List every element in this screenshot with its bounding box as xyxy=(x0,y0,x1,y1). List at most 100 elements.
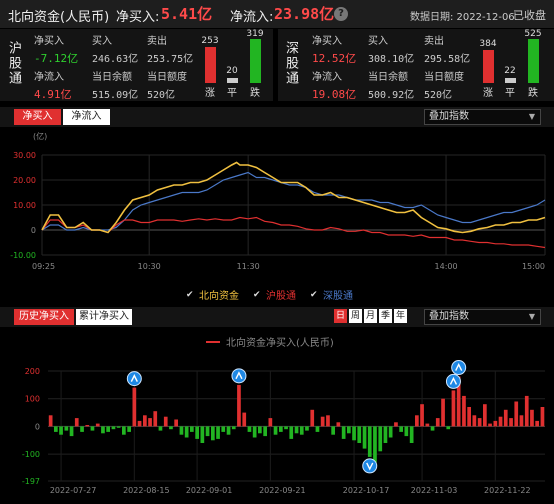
buy-marker-icon xyxy=(445,373,461,389)
x-tick-label: 2022-10-17 xyxy=(343,486,390,495)
bar xyxy=(326,415,330,427)
checkbox-icon[interactable]: ✔ xyxy=(310,289,318,300)
sz-quota-label: 当日额度 xyxy=(424,72,464,83)
bar xyxy=(456,376,461,427)
bar xyxy=(179,426,184,435)
bar xyxy=(503,409,508,427)
sz-flat-count: 22 xyxy=(504,66,516,76)
market-status: 已收盘 xyxy=(513,9,546,22)
tab-history-net-buy[interactable]: 历史净买入 xyxy=(14,309,74,325)
tab-net-buy[interactable]: 净买入 xyxy=(14,109,61,125)
bar xyxy=(231,426,236,430)
bar xyxy=(258,426,262,434)
y-tick-label: 20.00 xyxy=(13,176,36,185)
bar xyxy=(263,426,267,437)
x-tick-label: 2022-09-21 xyxy=(259,486,306,495)
sz-quota: 当日额度 520亿 xyxy=(424,68,464,101)
bar xyxy=(200,426,205,443)
net-buy-label: 净买入: xyxy=(116,10,160,25)
sh-net-buy: 净买入 -7.12亿 xyxy=(34,32,78,66)
sz-flat-label: 平 xyxy=(505,88,515,99)
intraday-toolbar: 净买入 净流入 叠加指数 ▼ xyxy=(0,107,554,127)
sh-net-inflow-label: 净流入 xyxy=(34,72,64,83)
series-line-shenzhen xyxy=(41,171,546,231)
bar xyxy=(514,401,519,427)
y-tick-label: -100 xyxy=(22,450,40,459)
sh-net-buy-label: 净买入 xyxy=(34,36,64,47)
y-tick-label: -10.00 xyxy=(10,251,36,260)
bar xyxy=(85,425,90,427)
bar xyxy=(509,418,513,427)
chevron-down-icon: ▼ xyxy=(528,112,535,121)
bar xyxy=(462,395,466,427)
intraday-y-unit: (亿) xyxy=(33,131,47,141)
bar xyxy=(367,426,372,457)
legend-shenzhen[interactable]: 深股通 xyxy=(323,291,353,302)
bar xyxy=(299,426,304,435)
bar xyxy=(425,423,430,427)
x-tick-label: 11:30 xyxy=(237,262,260,271)
tab-cumulative-net-buy[interactable]: 累计净买入 xyxy=(76,309,132,325)
bar xyxy=(122,426,126,435)
sz-down-bar xyxy=(528,39,539,83)
bar xyxy=(252,426,257,438)
x-tick-label: 14:00 xyxy=(435,262,458,271)
checkbox-icon[interactable]: ✔ xyxy=(186,289,194,300)
intraday-overlay-index-select[interactable]: 叠加指数 ▼ xyxy=(424,109,541,125)
x-tick-label: 2022-11-22 xyxy=(484,486,531,495)
bar xyxy=(315,426,320,432)
history-overlay-index-select[interactable]: 叠加指数 ▼ xyxy=(424,309,541,325)
history-markers xyxy=(126,360,467,474)
history-bars xyxy=(48,376,545,463)
bar xyxy=(59,426,63,435)
x-tick-label: 10:30 xyxy=(138,262,161,271)
intraday-grid xyxy=(41,154,546,256)
tab-period-month[interactable]: 月 xyxy=(364,309,377,323)
bar xyxy=(148,418,152,427)
tab-net-inflow[interactable]: 净流入 xyxy=(63,109,110,125)
sh-up-bar xyxy=(205,47,216,83)
page-title: 北向资金(人民币) xyxy=(8,10,110,25)
data-date: 数据日期: 2022-12-06 xyxy=(410,12,515,23)
sz-net-inflow: 净流入 19.08亿 xyxy=(312,68,356,102)
sh-balance: 当日余额 515.09亿 xyxy=(92,68,138,101)
bar xyxy=(524,395,529,427)
legend-north[interactable]: 北向资金 xyxy=(199,291,239,302)
bar xyxy=(378,426,383,452)
history-x-ticks: 2022-07-27 2022-08-15 2022-09-01 2022-09-21… xyxy=(50,486,531,495)
sh-quota-value: 520亿 xyxy=(147,90,176,101)
intraday-y-ticks: 30.00 20.00 10.00 0 -10.00 xyxy=(10,151,36,260)
summary-header: 北向资金(人民币) 净买入: 5.41亿 净流入: 23.98亿 ? 数据日期:… xyxy=(0,0,554,28)
tab-period-year[interactable]: 年 xyxy=(394,309,407,323)
intraday-chart: (亿) 30.00 20.00 10.00 0 -10.00 09:25 10:30 11:… xyxy=(10,131,546,271)
bar xyxy=(279,426,283,432)
bar xyxy=(488,423,492,427)
tab-period-quarter[interactable]: 季 xyxy=(379,309,392,323)
bar xyxy=(352,426,356,441)
y-tick-label: 0 xyxy=(35,422,40,431)
bar xyxy=(268,418,273,427)
checkbox-icon[interactable]: ✔ xyxy=(253,289,261,300)
bar xyxy=(336,422,341,427)
bar xyxy=(137,420,142,427)
bar xyxy=(163,416,168,427)
sz-sell: 卖出 295.58亿 xyxy=(424,32,470,65)
x-tick-label: 2022-09-01 xyxy=(186,486,233,495)
bar xyxy=(294,426,299,434)
bar xyxy=(90,426,95,431)
sz-net-inflow-label: 净流入 xyxy=(312,72,342,83)
tab-period-day[interactable]: 日 xyxy=(334,309,347,323)
tab-period-week[interactable]: 周 xyxy=(349,309,362,323)
bar xyxy=(106,426,110,432)
bar xyxy=(399,426,403,432)
sh-sell-label: 卖出 xyxy=(147,36,167,47)
sz-down-label: 跌 xyxy=(528,88,538,99)
history-legend-label: 北向资金净买入(人民币) xyxy=(226,338,334,349)
bar xyxy=(54,426,58,432)
sz-sell-label: 卖出 xyxy=(424,36,444,47)
legend-shanghai[interactable]: 沪股通 xyxy=(266,291,296,302)
info-icon[interactable]: ? xyxy=(334,7,348,21)
sh-quota: 当日额度 520亿 xyxy=(147,68,187,101)
shenzhen-stats: 深股通 净买入 12.52亿 买入 308.10亿 卖出 295.58亿 净流入… xyxy=(278,29,554,101)
